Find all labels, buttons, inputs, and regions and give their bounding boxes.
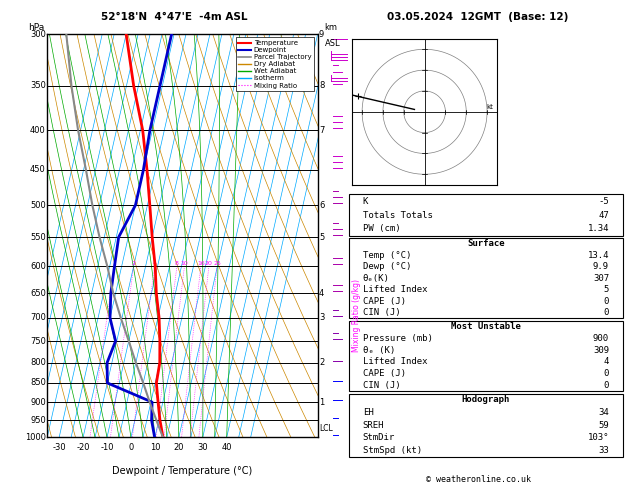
Text: CIN (J): CIN (J): [363, 308, 401, 317]
Text: 500: 500: [30, 201, 46, 209]
Text: 30: 30: [198, 443, 208, 452]
Text: 8: 8: [319, 81, 325, 90]
Text: 34: 34: [598, 408, 609, 417]
Text: Temp (°C): Temp (°C): [363, 251, 411, 260]
Text: StmSpd (kt): StmSpd (kt): [363, 446, 422, 455]
Text: hPa: hPa: [28, 22, 44, 32]
Text: LCL: LCL: [319, 424, 333, 434]
Text: 4: 4: [153, 261, 157, 266]
Text: Surface: Surface: [467, 240, 504, 248]
Text: 0: 0: [604, 369, 609, 378]
Text: 800: 800: [30, 358, 46, 367]
Text: 950: 950: [30, 416, 46, 425]
Text: Lifted Index: Lifted Index: [363, 357, 427, 366]
Text: 10: 10: [181, 261, 188, 266]
Text: 13.4: 13.4: [587, 251, 609, 260]
Text: PW (cm): PW (cm): [363, 225, 401, 233]
Text: Pressure (mb): Pressure (mb): [363, 334, 433, 343]
Text: 750: 750: [30, 336, 46, 346]
Text: kt: kt: [486, 104, 493, 110]
Text: 900: 900: [593, 334, 609, 343]
Text: 52°18'N  4°47'E  -4m ASL: 52°18'N 4°47'E -4m ASL: [101, 12, 248, 22]
Text: 1000: 1000: [25, 433, 46, 442]
Text: CAPE (J): CAPE (J): [363, 369, 406, 378]
Text: 25: 25: [213, 261, 221, 266]
Text: 16: 16: [197, 261, 204, 266]
Text: 0: 0: [604, 308, 609, 317]
Text: 700: 700: [30, 313, 46, 322]
Text: Most Unstable: Most Unstable: [451, 322, 521, 331]
Text: CAPE (J): CAPE (J): [363, 296, 406, 306]
Text: 3: 3: [319, 313, 325, 322]
Text: 1: 1: [113, 261, 116, 266]
Text: 5: 5: [604, 285, 609, 294]
Text: θₑ(K): θₑ(K): [363, 274, 389, 283]
Text: Dewp (°C): Dewp (°C): [363, 262, 411, 271]
Text: Totals Totals: Totals Totals: [363, 210, 433, 220]
Text: 5: 5: [319, 233, 324, 242]
Text: 0: 0: [128, 443, 133, 452]
Text: -20: -20: [76, 443, 90, 452]
Text: 650: 650: [30, 289, 46, 297]
Text: 1.34: 1.34: [587, 225, 609, 233]
Text: 20: 20: [205, 261, 213, 266]
Text: EH: EH: [363, 408, 374, 417]
Text: 8: 8: [175, 261, 179, 266]
Text: CIN (J): CIN (J): [363, 381, 401, 390]
Text: 10: 10: [150, 443, 160, 452]
Text: 6: 6: [319, 201, 325, 209]
Text: ASL: ASL: [325, 39, 340, 48]
Text: 850: 850: [30, 379, 46, 387]
Text: 103°: 103°: [587, 434, 609, 442]
Text: 307: 307: [593, 274, 609, 283]
Text: StmDir: StmDir: [363, 434, 395, 442]
Text: 300: 300: [30, 30, 46, 38]
Text: Dewpoint / Temperature (°C): Dewpoint / Temperature (°C): [113, 466, 252, 476]
Text: 40: 40: [221, 443, 232, 452]
Text: θₑ (K): θₑ (K): [363, 346, 395, 355]
Text: 03.05.2024  12GMT  (Base: 12): 03.05.2024 12GMT (Base: 12): [387, 12, 569, 22]
Text: 9.9: 9.9: [593, 262, 609, 271]
Text: -10: -10: [100, 443, 114, 452]
Text: 2: 2: [131, 261, 136, 266]
Text: 1: 1: [319, 398, 324, 407]
Legend: Temperature, Dewpoint, Parcel Trajectory, Dry Adiabat, Wet Adiabat, Isotherm, Mi: Temperature, Dewpoint, Parcel Trajectory…: [236, 37, 314, 91]
Text: 450: 450: [30, 165, 46, 174]
Text: K: K: [363, 197, 368, 206]
Text: 0: 0: [604, 381, 609, 390]
Text: 47: 47: [598, 210, 609, 220]
Text: 33: 33: [598, 446, 609, 455]
Text: 20: 20: [174, 443, 184, 452]
Text: SREH: SREH: [363, 421, 384, 430]
Text: 4: 4: [319, 289, 324, 297]
Text: 2: 2: [319, 358, 324, 367]
Text: © weatheronline.co.uk: © weatheronline.co.uk: [426, 474, 530, 484]
Text: Hodograph: Hodograph: [462, 396, 510, 404]
Text: 400: 400: [30, 126, 46, 135]
Text: Mixing Ratio (g/kg): Mixing Ratio (g/kg): [352, 279, 361, 352]
Text: 4: 4: [604, 357, 609, 366]
Text: 9: 9: [319, 30, 324, 38]
Text: -30: -30: [52, 443, 66, 452]
Text: 7: 7: [319, 126, 325, 135]
Text: 900: 900: [30, 398, 46, 407]
Text: km: km: [325, 22, 338, 32]
Text: 600: 600: [30, 262, 46, 271]
Text: 550: 550: [30, 233, 46, 242]
Text: -5: -5: [598, 197, 609, 206]
Text: Lifted Index: Lifted Index: [363, 285, 427, 294]
Text: 59: 59: [598, 421, 609, 430]
Text: 0: 0: [604, 296, 609, 306]
Text: 309: 309: [593, 346, 609, 355]
Text: 350: 350: [30, 81, 46, 90]
